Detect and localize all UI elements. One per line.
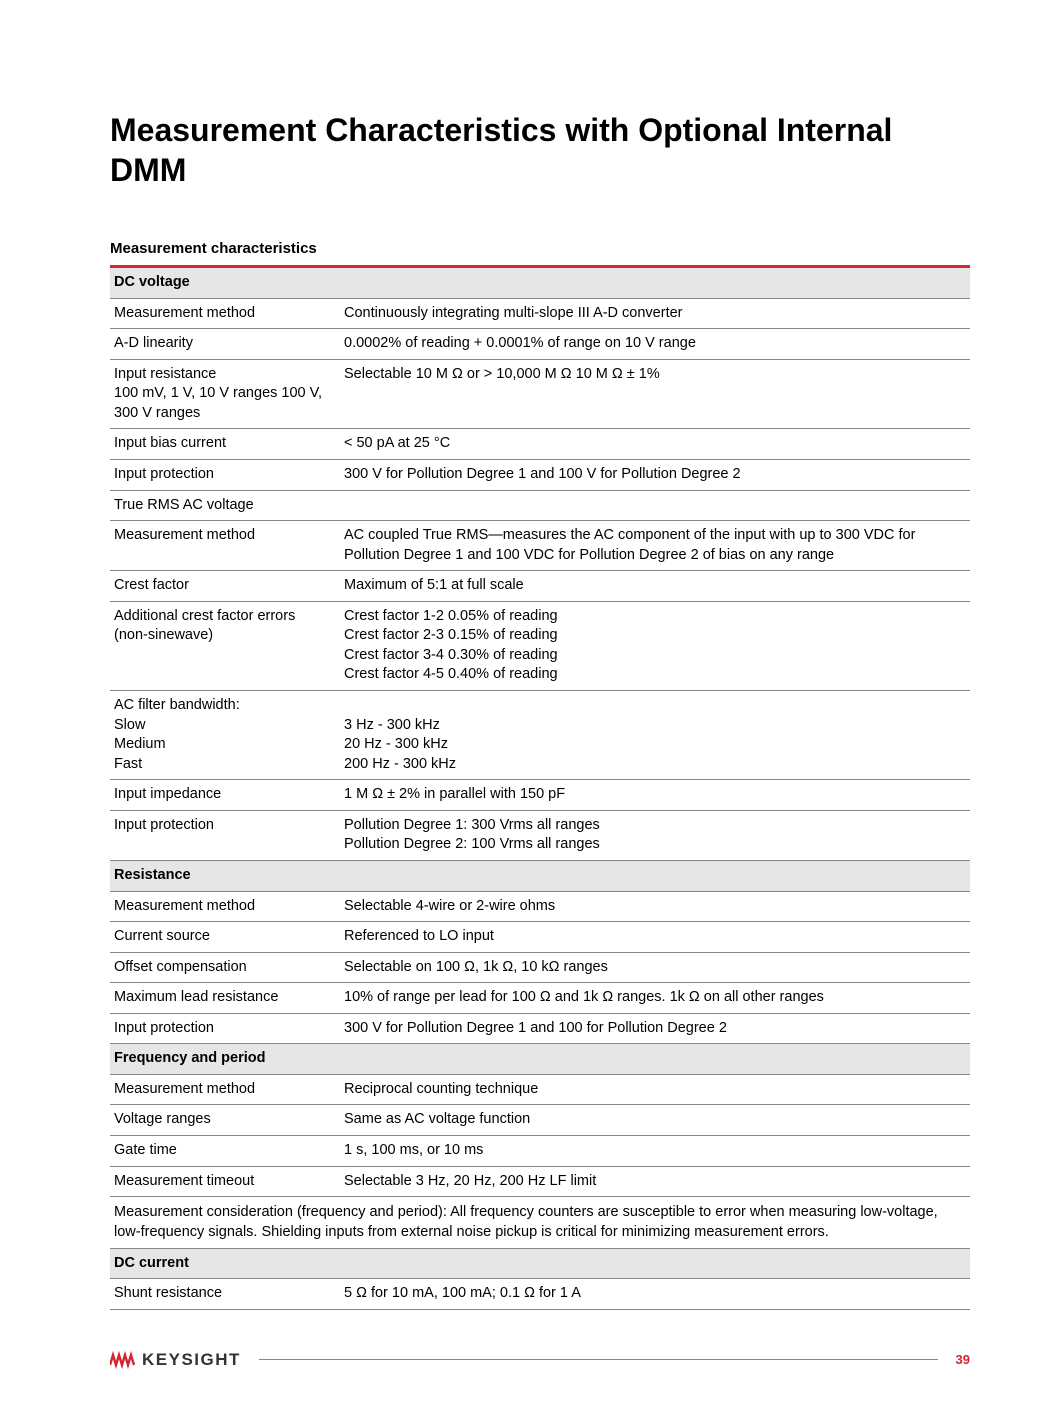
spec-name: AC filter bandwidth: Slow Medium Fast xyxy=(110,691,340,780)
table-row: Input impedance1 M Ω ± 2% in parallel wi… xyxy=(110,780,970,811)
table-row: Measurement methodAC coupled True RMS—me… xyxy=(110,521,970,571)
table-row: Crest factorMaximum of 5:1 at full scale xyxy=(110,571,970,602)
spec-name: Crest factor xyxy=(110,571,340,602)
spec-name: Measurement method xyxy=(110,521,340,571)
section-header-label: Resistance xyxy=(110,860,970,891)
spec-value: AC coupled True RMS—measures the AC comp… xyxy=(340,521,970,571)
spec-name: Shunt resistance xyxy=(110,1279,340,1310)
table-row: Input bias current< 50 pA at 25 °C xyxy=(110,429,970,460)
spec-value: 1 M Ω ± 2% in parallel with 150 pF xyxy=(340,780,970,811)
spec-value: Referenced to LO input xyxy=(340,922,970,953)
spec-value: Selectable 3 Hz, 20 Hz, 200 Hz LF limit xyxy=(340,1166,970,1197)
page-number: 39 xyxy=(956,1352,970,1367)
note-row: Measurement consideration (frequency and… xyxy=(110,1197,970,1249)
spec-name: Maximum lead resistance xyxy=(110,983,340,1014)
spec-name: Input protection xyxy=(110,459,340,490)
table-row: A-D linearity0.0002% of reading + 0.0001… xyxy=(110,329,970,360)
spec-name: Input resistance 100 mV, 1 V, 10 V range… xyxy=(110,359,340,429)
footer-rule xyxy=(259,1359,938,1360)
brand-text: KEYSIGHT xyxy=(142,1350,241,1370)
table-row: Voltage rangesSame as AC voltage functio… xyxy=(110,1105,970,1136)
spec-value: 10% of range per lead for 100 Ω and 1k Ω… xyxy=(340,983,970,1014)
spec-value: 0.0002% of reading + 0.0001% of range on… xyxy=(340,329,970,360)
table-row: Additional crest factor errors (non-sine… xyxy=(110,601,970,690)
table-row: Measurement timeoutSelectable 3 Hz, 20 H… xyxy=(110,1166,970,1197)
spec-value: Selectable on 100 Ω, 1k Ω, 10 kΩ ranges xyxy=(340,952,970,983)
footer: KEYSIGHT 39 xyxy=(110,1350,970,1370)
table-row: Shunt resistance5 Ω for 10 mA, 100 mA; 0… xyxy=(110,1279,970,1310)
table-title: Measurement characteristics xyxy=(110,240,970,257)
note-text: Measurement consideration (frequency and… xyxy=(110,1197,970,1249)
spec-value: < 50 pA at 25 °C xyxy=(340,429,970,460)
section-header-row: DC current xyxy=(110,1248,970,1279)
spec-value: 3 Hz - 300 kHz 20 Hz - 300 kHz 200 Hz - … xyxy=(340,691,970,780)
spec-value: Continuously integrating multi-slope III… xyxy=(340,298,970,329)
spec-value: Reciprocal counting technique xyxy=(340,1074,970,1105)
spec-name: A-D linearity xyxy=(110,329,340,360)
table-row: Input resistance 100 mV, 1 V, 10 V range… xyxy=(110,359,970,429)
table-row: Input protection300 V for Pollution Degr… xyxy=(110,1013,970,1044)
spec-name: True RMS AC voltage xyxy=(110,490,340,521)
spec-name: Measurement method xyxy=(110,1074,340,1105)
spec-name: Current source xyxy=(110,922,340,953)
spec-name: Input protection xyxy=(110,1013,340,1044)
spec-name: Input bias current xyxy=(110,429,340,460)
spec-table: DC voltageMeasurement methodContinuously… xyxy=(110,265,970,1310)
spec-value: 300 V for Pollution Degree 1 and 100 for… xyxy=(340,1013,970,1044)
spec-value: Selectable 4-wire or 2-wire ohms xyxy=(340,891,970,922)
section-header-row: Resistance xyxy=(110,860,970,891)
spec-value: 1 s, 100 ms, or 10 ms xyxy=(340,1136,970,1167)
table-row: Measurement methodReciprocal counting te… xyxy=(110,1074,970,1105)
spec-value: 5 Ω for 10 mA, 100 mA; 0.1 Ω for 1 A xyxy=(340,1279,970,1310)
spec-name: Measurement method xyxy=(110,298,340,329)
spec-name: Measurement timeout xyxy=(110,1166,340,1197)
table-row: AC filter bandwidth: Slow Medium Fast 3 … xyxy=(110,691,970,780)
section-header-row: Frequency and period xyxy=(110,1044,970,1075)
spec-name: Gate time xyxy=(110,1136,340,1167)
spec-value: Crest factor 1-2 0.05% of reading Crest … xyxy=(340,601,970,690)
keysight-wave-icon xyxy=(110,1351,136,1369)
table-row: Input protection300 V for Pollution Degr… xyxy=(110,459,970,490)
table-row: Current sourceReferenced to LO input xyxy=(110,922,970,953)
spec-value: Selectable 10 M Ω or > 10,000 M Ω 10 M Ω… xyxy=(340,359,970,429)
spec-value: Pollution Degree 1: 300 Vrms all ranges … xyxy=(340,810,970,860)
table-row: Input protectionPollution Degree 1: 300 … xyxy=(110,810,970,860)
table-row: Maximum lead resistance10% of range per … xyxy=(110,983,970,1014)
spec-value: Same as AC voltage function xyxy=(340,1105,970,1136)
brand-logo: KEYSIGHT xyxy=(110,1350,241,1370)
section-header-label: Frequency and period xyxy=(110,1044,970,1075)
spec-name: Input impedance xyxy=(110,780,340,811)
section-header-label: DC current xyxy=(110,1248,970,1279)
spec-name: Offset compensation xyxy=(110,952,340,983)
table-row: Offset compensationSelectable on 100 Ω, … xyxy=(110,952,970,983)
table-row: Measurement methodContinuously integrati… xyxy=(110,298,970,329)
section-header-row: DC voltage xyxy=(110,267,970,299)
spec-name: Additional crest factor errors (non-sine… xyxy=(110,601,340,690)
table-row: Gate time1 s, 100 ms, or 10 ms xyxy=(110,1136,970,1167)
spec-value: Maximum of 5:1 at full scale xyxy=(340,571,970,602)
spec-value xyxy=(340,490,970,521)
page: Measurement Characteristics with Optiona… xyxy=(0,0,1060,1410)
table-row: True RMS AC voltage xyxy=(110,490,970,521)
table-row: Measurement methodSelectable 4-wire or 2… xyxy=(110,891,970,922)
spec-value: 300 V for Pollution Degree 1 and 100 V f… xyxy=(340,459,970,490)
page-title: Measurement Characteristics with Optiona… xyxy=(110,110,970,190)
spec-name: Voltage ranges xyxy=(110,1105,340,1136)
section-header-label: DC voltage xyxy=(110,267,970,299)
spec-name: Measurement method xyxy=(110,891,340,922)
spec-name: Input protection xyxy=(110,810,340,860)
